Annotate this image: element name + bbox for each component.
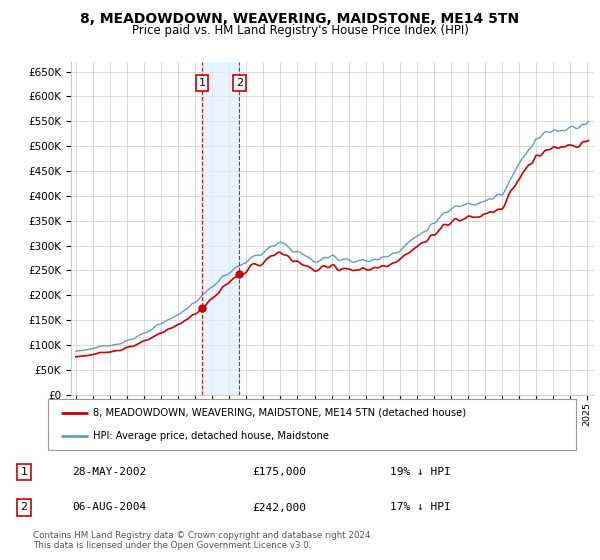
Text: 19% ↓ HPI: 19% ↓ HPI [390,467,451,477]
Text: Price paid vs. HM Land Registry's House Price Index (HPI): Price paid vs. HM Land Registry's House … [131,24,469,37]
Text: 8, MEADOWDOWN, WEAVERING, MAIDSTONE, ME14 5TN: 8, MEADOWDOWN, WEAVERING, MAIDSTONE, ME1… [80,12,520,26]
Text: 2: 2 [20,502,28,512]
Text: 06-AUG-2004: 06-AUG-2004 [72,502,146,512]
Bar [202,62,239,395]
Text: 1: 1 [199,78,206,88]
Text: 28-MAY-2002: 28-MAY-2002 [72,467,146,477]
Text: £175,000: £175,000 [252,467,306,477]
Text: £242,000: £242,000 [252,502,306,512]
Text: 2: 2 [236,78,243,88]
Text: Contains HM Land Registry data © Crown copyright and database right 2024.
This d: Contains HM Land Registry data © Crown c… [33,531,373,550]
Text: HPI: Average price, detached house, Maidstone: HPI: Average price, detached house, Maid… [93,431,329,441]
Text: 1: 1 [20,467,28,477]
Text: 17% ↓ HPI: 17% ↓ HPI [390,502,451,512]
Text: 8, MEADOWDOWN, WEAVERING, MAIDSTONE, ME14 5TN (detached house): 8, MEADOWDOWN, WEAVERING, MAIDSTONE, ME1… [93,408,466,418]
